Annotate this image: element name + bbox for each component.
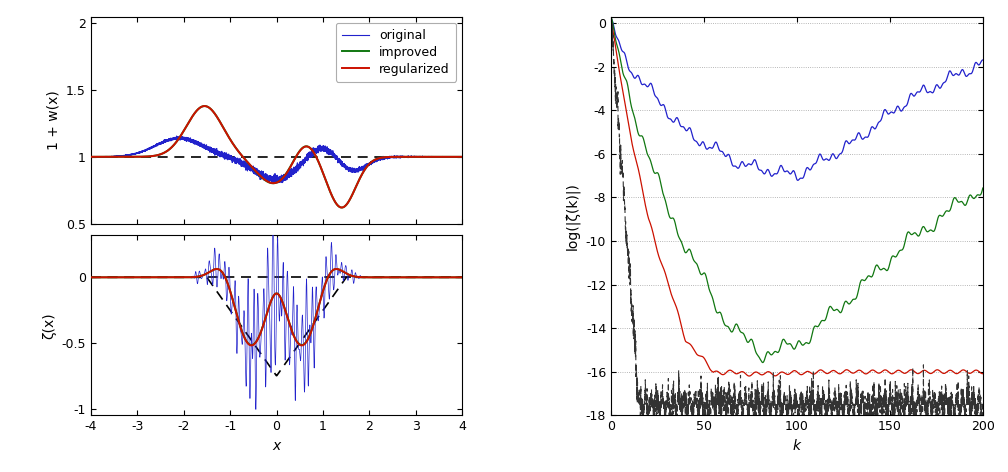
improved xyxy=(336,205,348,211)
improved xyxy=(220,128,232,134)
improved xyxy=(304,146,317,152)
Line: original: original xyxy=(91,136,463,183)
improved xyxy=(104,154,116,160)
regularized xyxy=(220,128,232,134)
regularized xyxy=(457,154,469,160)
improved xyxy=(321,181,333,186)
Line: improved: improved xyxy=(91,106,463,208)
original xyxy=(170,133,182,139)
Line: regularized: regularized xyxy=(91,106,463,208)
regularized xyxy=(360,164,372,170)
original xyxy=(360,163,372,169)
improved xyxy=(457,154,469,160)
Y-axis label: ζ(x): ζ(x) xyxy=(41,312,55,338)
improved xyxy=(199,103,211,109)
regularized xyxy=(85,154,97,160)
original xyxy=(304,152,317,157)
original xyxy=(220,152,232,158)
original xyxy=(321,147,333,153)
regularized xyxy=(380,154,392,160)
regularized xyxy=(336,205,348,211)
regularized xyxy=(104,154,116,160)
original xyxy=(457,154,469,160)
original xyxy=(271,180,283,185)
regularized xyxy=(321,180,333,186)
original xyxy=(380,155,392,160)
improved xyxy=(380,154,392,160)
X-axis label: k: k xyxy=(793,439,801,453)
regularized xyxy=(199,103,211,109)
regularized xyxy=(304,146,317,152)
Legend: original, improved, regularized: original, improved, regularized xyxy=(336,23,457,82)
Y-axis label: log(|ζ̂(k)|): log(|ζ̂(k)|) xyxy=(565,182,581,250)
original xyxy=(104,154,116,160)
improved xyxy=(360,164,372,170)
improved xyxy=(85,154,97,160)
Y-axis label: 1 + w(x): 1 + w(x) xyxy=(46,90,60,150)
original xyxy=(85,154,97,160)
X-axis label: x: x xyxy=(272,439,280,453)
